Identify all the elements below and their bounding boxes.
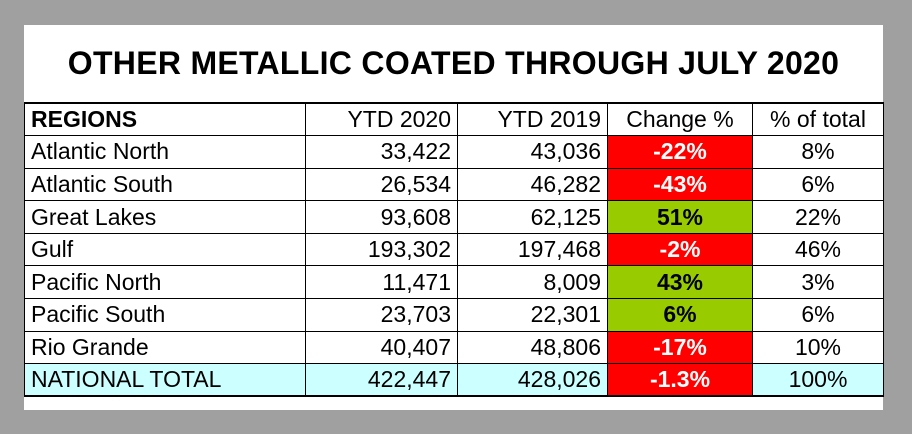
ytd-2019-cell: 43,036 [457, 135, 608, 169]
share-cell: 8% [752, 135, 884, 169]
change-cell: 43% [607, 265, 753, 300]
share-cell: 6% [752, 167, 884, 202]
table-row: Pacific North 11,471 8,009 43% 3% [24, 265, 884, 300]
national-total-row: NATIONAL TOTAL 422,447 428,026 -1.3% 100… [24, 363, 884, 398]
share-cell: 6% [752, 298, 884, 332]
region-cell: Atlantic North [24, 135, 306, 169]
table-row: Pacific South 23,703 22,301 6% 6% [24, 298, 884, 332]
share-cell: 46% [752, 232, 884, 267]
region-cell: Pacific North [24, 265, 306, 300]
header-ytd-2019: YTD 2019 [457, 102, 608, 137]
ytd-2019-cell: 46,282 [457, 167, 608, 202]
change-cell: 51% [607, 200, 753, 234]
change-cell: -2% [607, 232, 753, 267]
change-cell: -43% [607, 167, 753, 202]
header-share: % of total [752, 102, 884, 137]
ytd-2019-cell: 8,009 [457, 265, 608, 300]
change-cell: 6% [607, 298, 753, 332]
ytd-2020-cell: 26,534 [305, 167, 458, 202]
region-cell: Pacific South [24, 298, 306, 332]
share-cell: 22% [752, 200, 884, 234]
total-label-cell: NATIONAL TOTAL [24, 363, 306, 398]
ytd-2020-cell: 93,608 [305, 200, 458, 234]
table-row: Great Lakes 93,608 62,125 51% 22% [24, 200, 884, 234]
ytd-2020-cell: 40,407 [305, 330, 458, 365]
total-ytd-2019-cell: 428,026 [457, 363, 608, 398]
total-ytd-2020-cell: 422,447 [305, 363, 458, 398]
table-row: Gulf 193,302 197,468 -2% 46% [24, 232, 884, 267]
total-share-cell: 100% [752, 363, 884, 398]
report-sheet: OTHER METALLIC COATED THROUGH JULY 2020 … [24, 25, 884, 410]
ytd-2019-cell: 62,125 [457, 200, 608, 234]
regions-table: REGIONS YTD 2020 YTD 2019 Change % % of … [24, 102, 884, 398]
table-row: Rio Grande 40,407 48,806 -17% 10% [24, 330, 884, 365]
ytd-2020-cell: 23,703 [305, 298, 458, 332]
share-cell: 3% [752, 265, 884, 300]
table-row: Atlantic North 33,422 43,036 -22% 8% [24, 135, 884, 169]
header-change: Change % [607, 102, 753, 137]
region-cell: Great Lakes [24, 200, 306, 234]
change-cell: -17% [607, 330, 753, 365]
ytd-2019-cell: 48,806 [457, 330, 608, 365]
total-change-cell: -1.3% [607, 363, 753, 398]
report-title: OTHER METALLIC COATED THROUGH JULY 2020 [67, 44, 840, 81]
header-row: REGIONS YTD 2020 YTD 2019 Change % % of … [24, 102, 884, 137]
ytd-2020-cell: 11,471 [305, 265, 458, 300]
header-ytd-2020: YTD 2020 [305, 102, 458, 137]
ytd-2020-cell: 193,302 [305, 232, 458, 267]
share-cell: 10% [752, 330, 884, 365]
ytd-2020-cell: 33,422 [305, 135, 458, 169]
region-cell: Rio Grande [24, 330, 306, 365]
table-row: Atlantic South 26,534 46,282 -43% 6% [24, 167, 884, 202]
change-cell: -22% [607, 135, 753, 169]
header-regions: REGIONS [24, 102, 306, 137]
region-cell: Atlantic South [24, 167, 306, 202]
region-cell: Gulf [24, 232, 306, 267]
ytd-2019-cell: 197,468 [457, 232, 608, 267]
ytd-2019-cell: 22,301 [457, 298, 608, 332]
